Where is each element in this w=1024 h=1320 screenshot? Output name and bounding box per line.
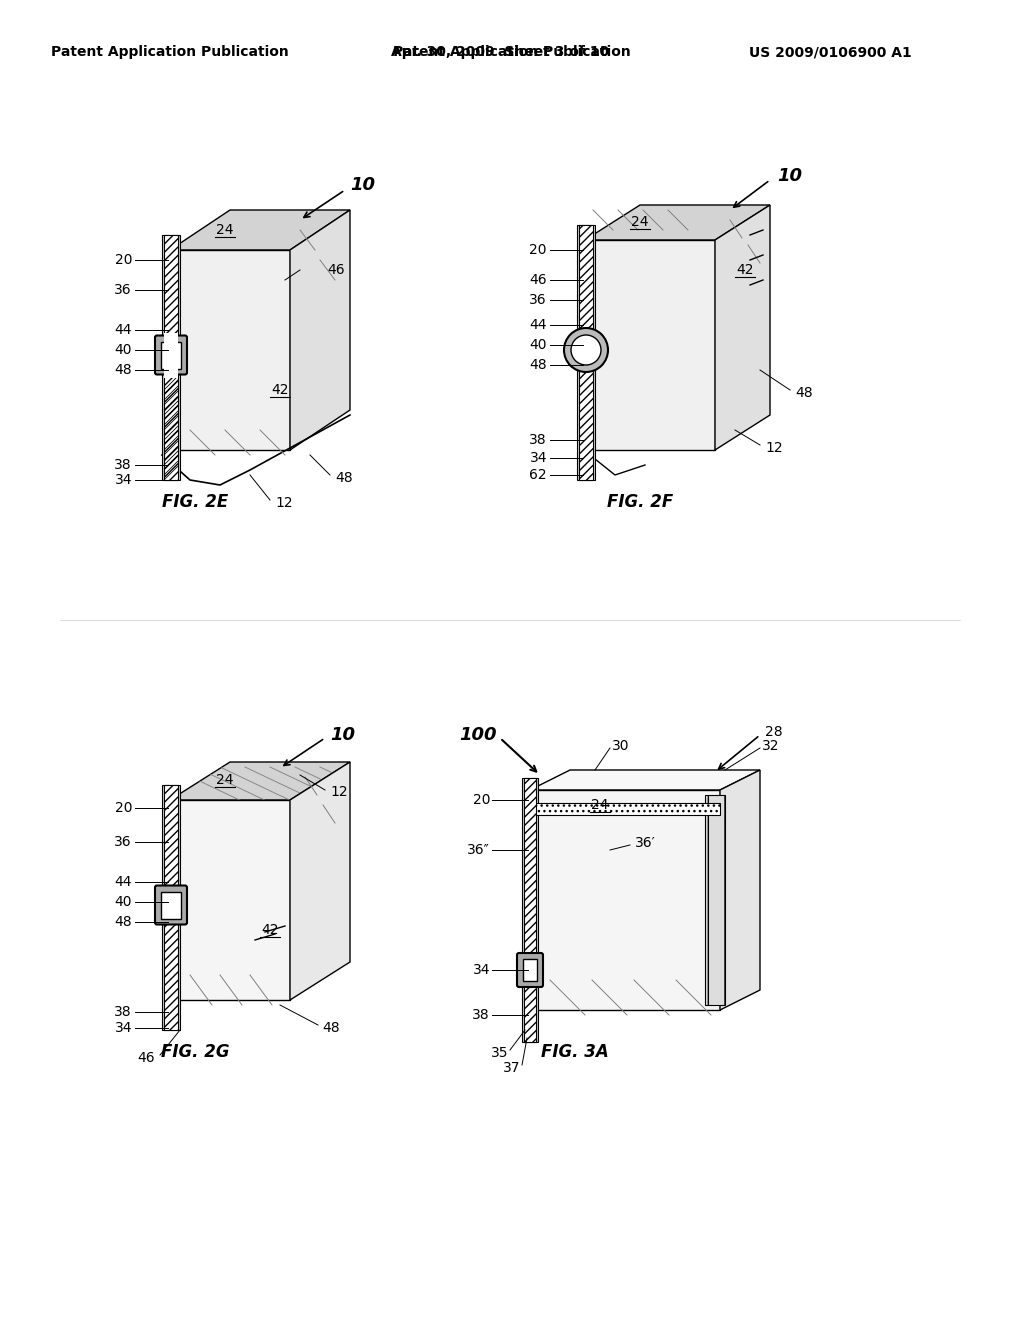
Text: 20: 20 [472,793,490,807]
Text: 46: 46 [137,1051,155,1065]
Text: 10: 10 [350,176,375,194]
Text: 48: 48 [322,1020,340,1035]
Text: 28: 28 [765,725,782,739]
Text: FIG. 2E: FIG. 2E [162,492,228,511]
Text: 48: 48 [335,471,352,484]
Bar [705,795,725,1005]
Bar [161,342,181,368]
Text: 34: 34 [115,473,132,487]
Text: 32: 32 [762,739,779,752]
Text: 36: 36 [529,293,547,308]
Bar [164,235,178,480]
Text: 35: 35 [490,1045,508,1060]
Text: 38: 38 [472,1008,490,1022]
Text: 42: 42 [261,923,279,937]
Text: 24: 24 [631,215,649,228]
Bar [524,777,536,1041]
Bar [162,785,180,1030]
Text: 48: 48 [529,358,547,372]
Text: 100: 100 [460,726,497,744]
Text: 40: 40 [529,338,547,352]
FancyBboxPatch shape [517,953,543,987]
Text: FIG. 3A: FIG. 3A [541,1043,609,1061]
Bar [170,800,290,1001]
Text: 44: 44 [115,323,132,337]
Text: 20: 20 [529,243,547,257]
Text: 36: 36 [115,282,132,297]
FancyBboxPatch shape [155,886,187,924]
Polygon shape [290,210,350,450]
Text: 37: 37 [503,1061,520,1074]
Bar [530,803,720,814]
Polygon shape [170,210,350,249]
Text: FIG. 2G: FIG. 2G [161,1043,229,1061]
Text: 40: 40 [115,895,132,909]
Text: 20: 20 [115,801,132,814]
Polygon shape [290,762,350,1001]
Text: 44: 44 [115,875,132,888]
Text: 34: 34 [472,964,490,977]
Text: 24: 24 [216,774,233,787]
Text: 48: 48 [115,363,132,378]
Bar [585,240,715,450]
Text: Patent Application Publication: Patent Application Publication [51,45,289,59]
Text: 34: 34 [115,1020,132,1035]
Polygon shape [170,762,350,800]
FancyBboxPatch shape [155,335,187,375]
Text: FIG. 2F: FIG. 2F [607,492,673,511]
Polygon shape [720,770,760,1010]
Text: 48: 48 [795,385,813,400]
Text: 62: 62 [529,469,547,482]
Circle shape [564,327,608,372]
Text: 10: 10 [330,726,355,744]
Text: 12: 12 [330,785,347,799]
Text: 24: 24 [591,799,608,812]
Text: US 2009/0106900 A1: US 2009/0106900 A1 [749,45,911,59]
Text: 48: 48 [115,915,132,929]
Text: 46: 46 [328,263,345,277]
Polygon shape [170,249,290,450]
Text: 44: 44 [529,318,547,333]
Bar [523,960,537,981]
Bar [164,333,178,378]
Bar [530,789,720,1010]
Polygon shape [715,205,770,450]
Text: 20: 20 [115,253,132,267]
Bar [579,224,593,480]
Text: 42: 42 [736,263,754,277]
Bar [162,235,180,480]
Text: 12: 12 [275,496,293,510]
Text: 38: 38 [115,458,132,473]
Text: 24: 24 [216,223,233,238]
Circle shape [571,335,601,366]
Text: 38: 38 [529,433,547,447]
Text: 30: 30 [612,739,630,752]
Polygon shape [530,770,760,789]
Text: 46: 46 [529,273,547,286]
Bar [161,891,181,919]
Bar [164,785,178,1030]
Text: Apr. 30, 2009  Sheet 3 of 10: Apr. 30, 2009 Sheet 3 of 10 [391,45,609,59]
Text: 36′: 36′ [635,836,655,850]
Text: Patent Application Publication: Patent Application Publication [393,45,631,59]
Text: 12: 12 [765,441,782,455]
Bar [522,777,538,1041]
Text: 42: 42 [271,383,289,397]
Text: 40: 40 [115,343,132,356]
Polygon shape [585,205,770,240]
Text: 38: 38 [115,1005,132,1019]
Bar [577,224,595,480]
Text: 34: 34 [529,451,547,465]
Text: 36″: 36″ [467,843,490,857]
Text: 36: 36 [115,836,132,849]
Text: 10: 10 [777,168,802,185]
